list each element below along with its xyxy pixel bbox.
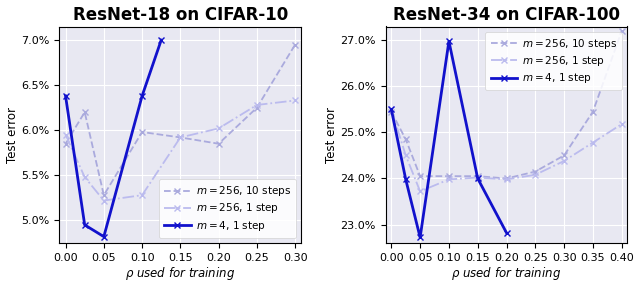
$m = 4$, 1 step	[100, 235, 108, 238]
$m = 4$, 1 step	[387, 108, 395, 111]
$m = 256$, 1 step	[474, 176, 481, 179]
$m = 256$, 10 steps	[402, 138, 410, 141]
Title: ResNet-18 on CIFAR-10: ResNet-18 on CIFAR-10	[73, 5, 288, 24]
$m = 4$, 1 step	[445, 39, 452, 43]
Line: $m = 256$, 1 step: $m = 256$, 1 step	[388, 107, 625, 194]
$m = 256$, 10 steps	[502, 177, 510, 180]
$m = 256$, 10 steps	[138, 130, 146, 134]
$m = 256$, 1 step	[402, 154, 410, 157]
Line: $m = 256$, 10 steps: $m = 256$, 10 steps	[388, 28, 625, 181]
$m = 256$, 1 step	[589, 141, 596, 144]
Title: ResNet-34 on CIFAR-100: ResNet-34 on CIFAR-100	[393, 5, 620, 24]
$m = 256$, 1 step	[138, 194, 146, 197]
$m = 256$, 1 step	[416, 190, 424, 193]
$m = 256$, 10 steps	[61, 142, 69, 145]
$m = 4$, 1 step	[61, 94, 69, 98]
$m = 256$, 10 steps	[291, 43, 299, 46]
$m = 4$, 1 step	[81, 223, 88, 227]
$m = 256$, 1 step	[253, 103, 260, 107]
$m = 256$, 1 step	[531, 173, 539, 177]
Legend: $m = 256$, 10 steps, $m = 256$, 1 step, $m = 4$, 1 step: $m = 256$, 10 steps, $m = 256$, 1 step, …	[159, 179, 296, 238]
$m = 4$, 1 step	[502, 231, 510, 234]
$m = 4$, 1 step	[157, 38, 165, 42]
Line: $m = 4$, 1 step: $m = 4$, 1 step	[388, 38, 510, 241]
$m = 256$, 1 step	[177, 136, 184, 139]
$m = 256$, 10 steps	[445, 175, 452, 178]
$m = 256$, 10 steps	[531, 170, 539, 173]
Line: $m = 256$, 10 steps: $m = 256$, 10 steps	[63, 42, 298, 198]
$m = 256$, 1 step	[100, 199, 108, 202]
$m = 256$, 1 step	[61, 133, 69, 137]
$m = 256$, 1 step	[445, 178, 452, 181]
$m = 256$, 10 steps	[416, 175, 424, 178]
$m = 256$, 1 step	[618, 122, 625, 126]
Legend: $m = 256$, 10 steps, $m = 256$, 1 step, $m = 4$, 1 step: $m = 256$, 10 steps, $m = 256$, 1 step, …	[485, 32, 622, 90]
$m = 256$, 10 steps	[474, 175, 481, 178]
$m = 4$, 1 step	[402, 178, 410, 181]
$m = 256$, 10 steps	[618, 29, 625, 33]
Y-axis label: Test error: Test error	[324, 107, 337, 163]
$m = 256$, 10 steps	[589, 110, 596, 113]
$m = 256$, 10 steps	[253, 106, 260, 109]
$m = 4$, 1 step	[416, 236, 424, 239]
$m = 256$, 1 step	[560, 159, 568, 163]
$m = 256$, 10 steps	[100, 194, 108, 197]
X-axis label: $\rho$ used for training: $\rho$ used for training	[451, 266, 561, 283]
Line: $m = 256$, 1 step: $m = 256$, 1 step	[63, 98, 298, 203]
$m = 256$, 10 steps	[81, 110, 88, 114]
Y-axis label: Test error: Test error	[6, 107, 19, 163]
$m = 4$, 1 step	[474, 177, 481, 180]
$m = 256$, 1 step	[215, 127, 223, 130]
$m = 256$, 10 steps	[177, 136, 184, 139]
$m = 256$, 10 steps	[560, 154, 568, 157]
$m = 256$, 1 step	[291, 99, 299, 102]
$m = 256$, 1 step	[502, 178, 510, 181]
$m = 256$, 10 steps	[387, 110, 395, 113]
$m = 256$, 10 steps	[215, 142, 223, 145]
$m = 4$, 1 step	[138, 94, 146, 98]
X-axis label: $\rho$ used for training: $\rho$ used for training	[125, 266, 236, 283]
$m = 256$, 1 step	[387, 108, 395, 111]
Line: $m = 4$, 1 step: $m = 4$, 1 step	[62, 37, 164, 240]
$m = 256$, 1 step	[81, 175, 88, 179]
